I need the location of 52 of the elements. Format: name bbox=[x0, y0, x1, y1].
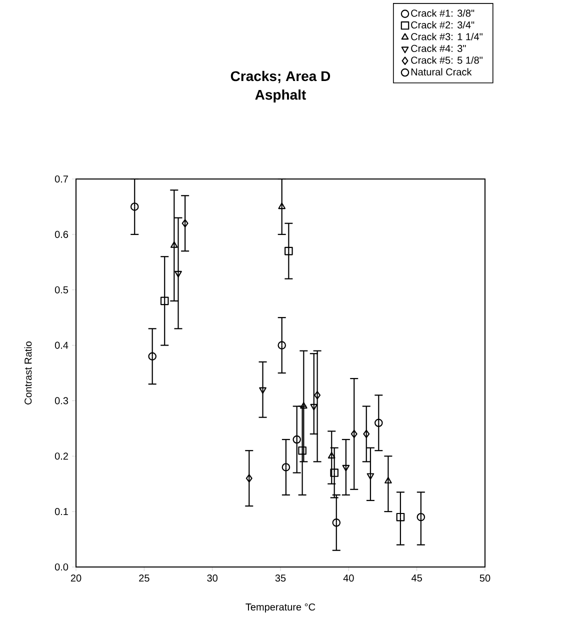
legend-label: Crack #3: 1 1/4" bbox=[411, 32, 482, 40]
point bbox=[342, 464, 350, 472]
x-tick-label: 20 bbox=[70, 574, 82, 582]
point bbox=[332, 518, 341, 527]
point bbox=[396, 512, 405, 522]
x-tick-label: 30 bbox=[207, 574, 218, 582]
point bbox=[160, 296, 169, 306]
point bbox=[284, 246, 293, 256]
x-axis-title: Temperature °C bbox=[246, 603, 316, 613]
y-axis-title: Contrast Ratio bbox=[24, 341, 32, 404]
point bbox=[330, 468, 338, 477]
point bbox=[282, 463, 290, 472]
y-tick-label: 0.3 bbox=[54, 397, 68, 404]
point bbox=[278, 202, 286, 210]
point bbox=[366, 473, 374, 480]
point bbox=[292, 435, 302, 444]
point bbox=[182, 219, 188, 228]
point bbox=[314, 391, 321, 400]
y-tick-label: 0.2 bbox=[54, 452, 68, 460]
point bbox=[170, 241, 178, 248]
point bbox=[148, 352, 156, 361]
point bbox=[298, 446, 306, 455]
point bbox=[374, 418, 383, 428]
x-tick-label: 25 bbox=[139, 574, 150, 582]
x-tick-label: 35 bbox=[275, 574, 286, 582]
legend-label: Crack #5: 5 1/8" bbox=[411, 56, 482, 64]
y-tick-label: 0.6 bbox=[54, 230, 68, 238]
legend-label: Natural Crack bbox=[411, 68, 472, 76]
y-tick-label: 0.4 bbox=[54, 342, 68, 349]
point bbox=[350, 430, 358, 438]
legend-label: Crack #1: 3/8" bbox=[411, 9, 474, 17]
y-tick-label: 0.5 bbox=[54, 286, 68, 294]
chart-subtitle: Asphalt bbox=[255, 89, 306, 103]
y-tick-label: 0.7 bbox=[54, 175, 68, 183]
point bbox=[246, 474, 252, 482]
x-tick-label: 40 bbox=[343, 574, 354, 582]
x-tick-label: 45 bbox=[412, 574, 422, 582]
point bbox=[310, 404, 318, 410]
point bbox=[328, 452, 336, 458]
legend-label: Crack #2: 3/4" bbox=[411, 21, 474, 29]
point bbox=[363, 430, 370, 438]
x-tick-label: 50 bbox=[480, 574, 490, 582]
y-tick-label: 0.0 bbox=[54, 563, 68, 571]
point bbox=[259, 387, 266, 394]
chart-title: Cracks; Area D bbox=[230, 70, 330, 84]
point bbox=[384, 476, 392, 484]
point bbox=[278, 341, 286, 350]
legend-label: Crack #4: 3" bbox=[411, 44, 466, 52]
y-tick-label: 0.1 bbox=[54, 508, 68, 516]
point bbox=[130, 202, 139, 211]
point bbox=[174, 270, 182, 278]
point bbox=[416, 512, 426, 522]
